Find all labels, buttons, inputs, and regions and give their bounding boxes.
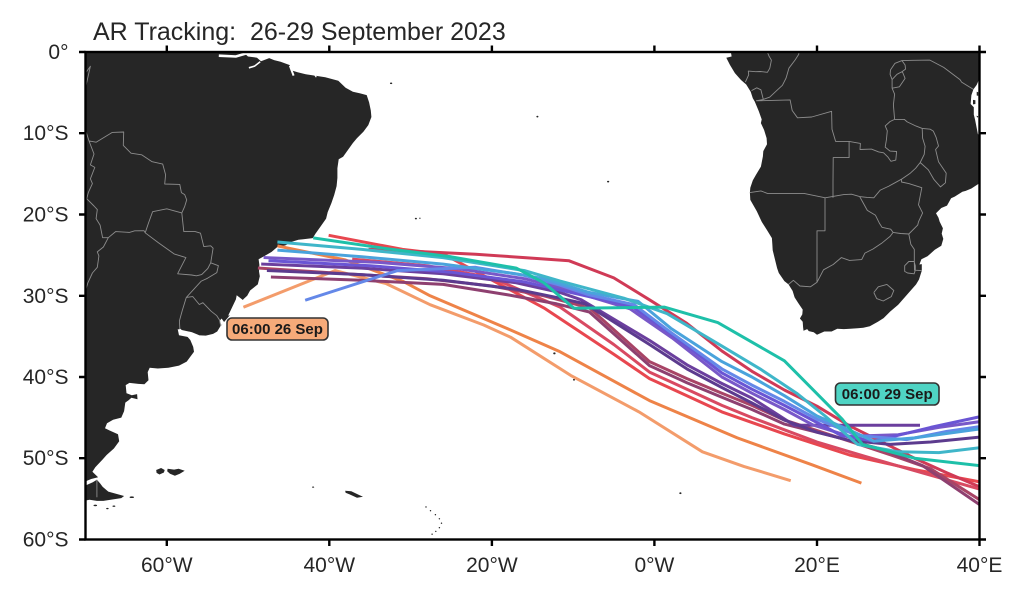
svg-text:10°S: 10°S xyxy=(23,122,69,145)
svg-text:50°S: 50°S xyxy=(23,447,69,470)
svg-text:60°W: 60°W xyxy=(141,554,193,577)
svg-text:40°W: 40°W xyxy=(304,554,356,577)
svg-text:30°S: 30°S xyxy=(23,285,69,308)
svg-text:AR Tracking: 26-29 September: AR Tracking: 26-29 September 2023 xyxy=(93,18,506,46)
svg-text:40°S: 40°S xyxy=(23,366,69,389)
svg-text:20°S: 20°S xyxy=(23,204,69,227)
svg-text:20°E: 20°E xyxy=(794,554,840,577)
svg-text:0°: 0° xyxy=(48,41,68,64)
svg-text:06:00 26 Sep: 06:00 26 Sep xyxy=(232,321,323,338)
svg-text:40°E: 40°E xyxy=(957,554,1003,577)
svg-text:06:00 29 Sep: 06:00 29 Sep xyxy=(842,386,933,403)
svg-text:20°W: 20°W xyxy=(466,554,518,577)
svg-text:0°W: 0°W xyxy=(634,554,674,577)
svg-text:60°S: 60°S xyxy=(23,529,69,552)
